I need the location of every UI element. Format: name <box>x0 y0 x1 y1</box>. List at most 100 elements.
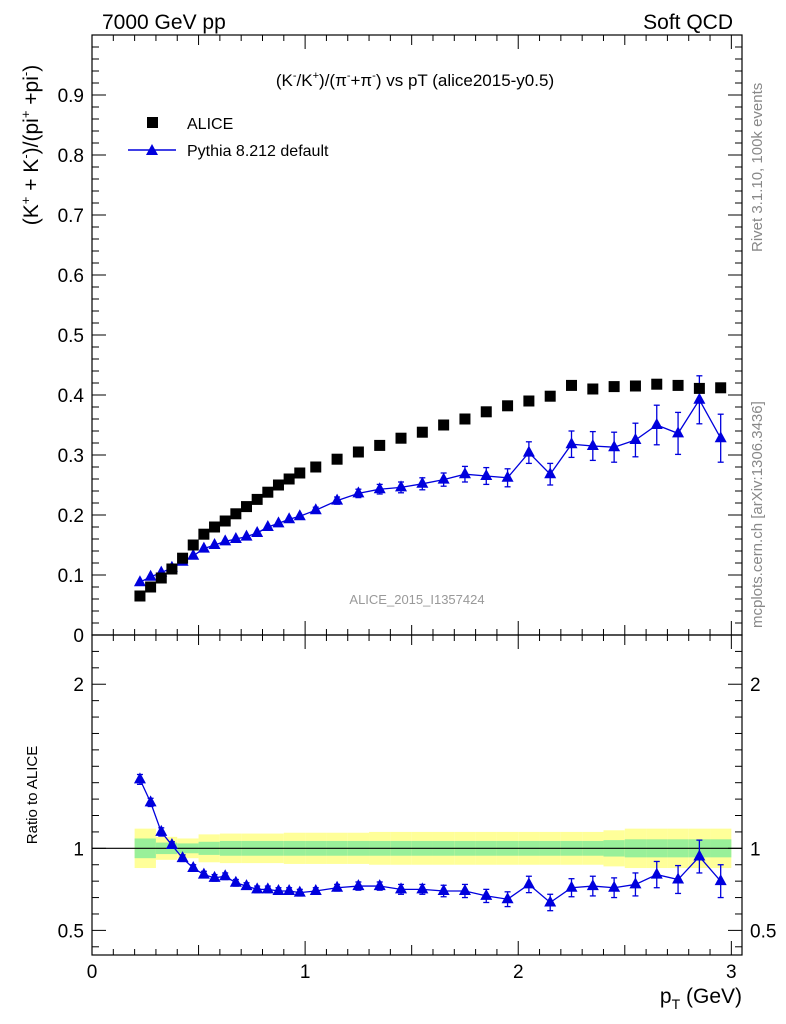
pythia-point <box>458 467 471 479</box>
pythia-point <box>208 538 221 549</box>
pythia-point <box>229 532 242 543</box>
ratio-frame <box>91 634 743 956</box>
alice-point <box>566 379 578 391</box>
pythia-point <box>501 470 514 482</box>
mcplots-side-label: mcplots.cern.ch [arXiv:1306.3436] <box>749 401 766 628</box>
ratio-point <box>240 879 253 891</box>
x-axis-label: pT (GeV) <box>660 985 742 1012</box>
x-tick-label: 1 <box>300 962 311 983</box>
alice-point <box>310 461 322 473</box>
pythia-point <box>293 509 306 521</box>
pythia-point <box>565 437 578 449</box>
ratio-point <box>395 882 408 894</box>
legend-alice-marker <box>147 117 158 128</box>
alice-point <box>134 590 146 602</box>
header-right: Soft QCD <box>643 11 733 34</box>
alice-point <box>608 381 620 393</box>
pythia-point <box>522 445 535 457</box>
header-left: 7000 GeV pp <box>102 11 226 34</box>
ratio-y-tick-label-right: 0.5 <box>750 921 776 942</box>
ratio-y-tick-label: 0.5 <box>58 921 84 942</box>
alice-point <box>693 382 705 394</box>
alice-point <box>272 479 284 491</box>
ratio-point <box>629 877 642 889</box>
alice-point <box>438 419 450 431</box>
alice-point <box>145 581 157 593</box>
ratio-panel: 0 1 2 3 0.5 0.5 1 1 2 2 <box>58 634 776 983</box>
alice-point <box>395 432 407 444</box>
pythia-point <box>629 433 642 444</box>
main-y-tick-label: 0.7 <box>58 206 84 227</box>
alice-point <box>587 383 599 395</box>
ratio-point <box>522 877 535 889</box>
ratio-point <box>219 869 232 881</box>
ratio-point <box>155 824 168 836</box>
alice-point <box>331 453 343 465</box>
pythia-series-line <box>139 398 722 583</box>
main-y-tick-label: 0.8 <box>58 146 84 167</box>
ratio-point <box>586 879 599 891</box>
alice-point <box>283 473 295 485</box>
ratio-point <box>176 851 189 863</box>
ratio-point <box>714 874 727 886</box>
alice-point <box>187 539 199 551</box>
alice-point <box>374 439 386 451</box>
ratio-point <box>251 882 264 894</box>
ratio-point <box>608 880 621 892</box>
pythia-point <box>240 529 253 541</box>
ratio-point <box>352 879 365 891</box>
ratio-point <box>187 861 200 873</box>
ratio-y-axis-label: Ratio to ALICE <box>24 746 41 844</box>
pythia-point <box>693 392 706 404</box>
ratio-point <box>144 795 157 807</box>
pythia-point <box>144 569 157 581</box>
main-y-tick-label: 0.1 <box>58 566 84 587</box>
ratio-data-layer <box>133 772 727 912</box>
ratio-point <box>165 838 178 850</box>
alice-point <box>715 382 727 394</box>
legend-pythia-label: Pythia 8.212 default <box>187 143 329 160</box>
ratio-point <box>272 884 285 895</box>
main-y-tick-label: 0.6 <box>58 266 84 287</box>
ratio-point <box>229 875 242 887</box>
main-panel: 0.1 0.2 0.3 0.4 0.5 0.6 0.7 0.8 0.9 0 <box>58 34 743 647</box>
alice-point <box>544 390 556 402</box>
pythia-point <box>261 520 274 531</box>
legend-alice-label: ALICE <box>187 116 233 133</box>
pythia-point <box>187 548 200 560</box>
ratio-point <box>261 882 274 894</box>
pythia-point <box>437 472 450 484</box>
ratio-point <box>309 884 322 895</box>
x-tick-label: 3 <box>726 962 737 983</box>
legend-pythia-marker <box>146 144 158 155</box>
alice-point <box>629 380 641 392</box>
main-y-tick-label: 0.9 <box>58 86 84 107</box>
alice-point <box>198 528 210 540</box>
main-y-tick-label: 0.2 <box>58 506 84 527</box>
ratio-point <box>480 888 493 900</box>
ratio-point <box>501 892 514 904</box>
legend: ALICE Pythia 8.212 default <box>128 116 329 160</box>
main-data-layer <box>133 375 727 602</box>
pythia-point <box>133 575 146 587</box>
alice-point <box>294 467 306 479</box>
pythia-point <box>309 503 322 515</box>
pythia-point <box>586 439 599 450</box>
ratio-point <box>565 880 578 892</box>
ratio-axis-ticks: 0 1 2 3 0.5 0.5 1 1 2 2 <box>58 635 776 983</box>
main-y-axis-label: (K+ + K-)/(pi+ +pi-) <box>18 65 43 225</box>
ratio-y-tick-label-right: 1 <box>750 839 761 860</box>
main-axis-ticks: 0.1 0.2 0.3 0.4 0.5 0.6 0.7 0.8 0.9 0 <box>58 34 742 647</box>
pythia-point <box>416 476 429 488</box>
ratio-y-tick-label: 1 <box>73 839 84 860</box>
pythia-point <box>272 516 285 528</box>
pythia-point <box>373 482 386 494</box>
alice-point <box>209 521 221 533</box>
alice-point <box>523 395 535 407</box>
ratio-point <box>672 872 685 884</box>
alice-point <box>166 563 178 575</box>
pythia-point <box>331 493 344 505</box>
pythia-point <box>197 541 210 553</box>
alice-point <box>219 515 231 527</box>
